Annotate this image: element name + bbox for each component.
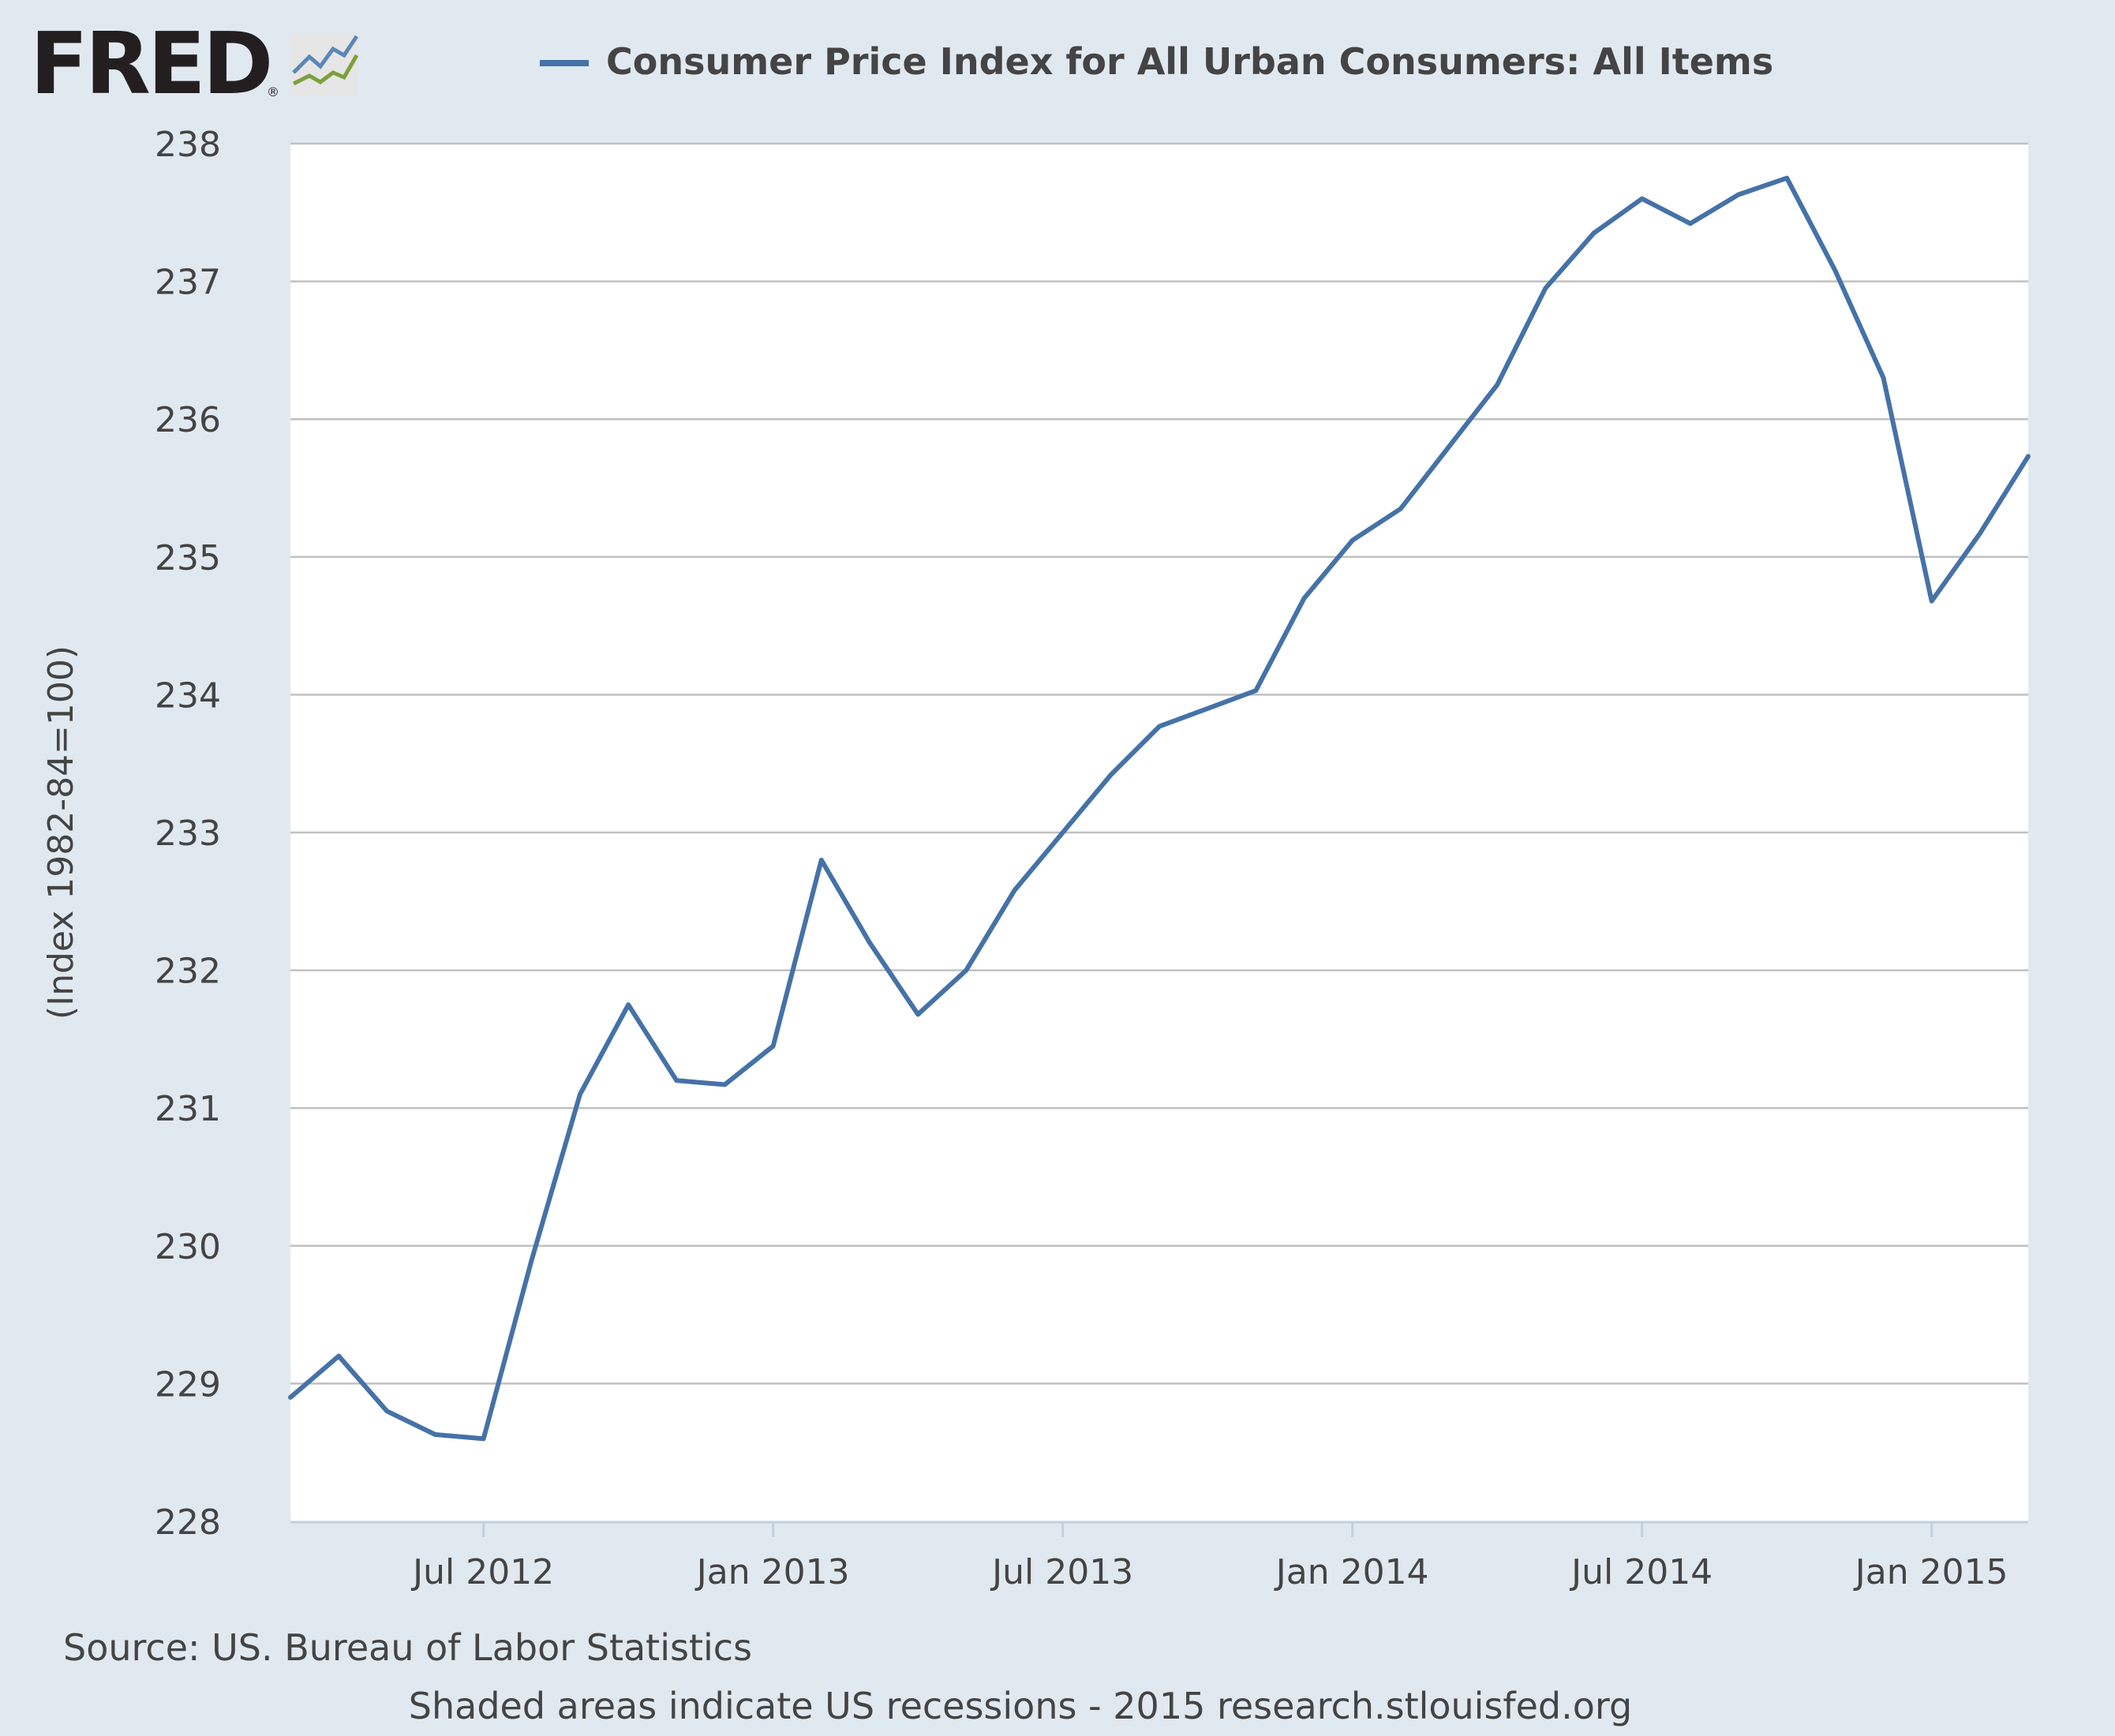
grid-lines bbox=[290, 142, 2028, 1385]
y-tick-label: 230 bbox=[155, 1227, 221, 1267]
legend[interactable]: Consumer Price Index for All Urban Consu… bbox=[540, 40, 1773, 83]
y-tick-label: 234 bbox=[155, 675, 221, 716]
fred-registered-mark: ® bbox=[267, 84, 279, 99]
recession-note: Shaded areas indicate US recessions - 20… bbox=[409, 1685, 1632, 1727]
fred-logo-text: FRED bbox=[30, 15, 270, 114]
y-tick-label: 238 bbox=[155, 125, 221, 165]
fred-logo[interactable]: FRED ® bbox=[30, 15, 359, 114]
legend-label: Consumer Price Index for All Urban Consu… bbox=[606, 40, 1773, 83]
y-tick-label: 233 bbox=[155, 814, 221, 854]
y-tick-label: 236 bbox=[155, 400, 221, 440]
source-text: Source: US. Bureau of Labor Statistics bbox=[63, 1626, 752, 1669]
x-tick-label: Jan 2014 bbox=[1274, 1552, 1429, 1592]
y-axis-tick-labels: 228 229 230 231 232 233 234 235 236 237 238 bbox=[155, 125, 221, 1543]
y-tick-label: 235 bbox=[155, 538, 221, 578]
cpi-series-line[interactable] bbox=[288, 175, 2031, 1442]
x-tick-label: Jan 2013 bbox=[694, 1552, 850, 1592]
y-tick-label: 228 bbox=[155, 1502, 221, 1543]
fred-line-chart-logo-icon bbox=[290, 33, 359, 96]
x-tick-label: Jul 2012 bbox=[410, 1552, 554, 1592]
x-tick-label: Jul 2014 bbox=[1569, 1552, 1713, 1592]
y-tick-label: 232 bbox=[155, 952, 221, 992]
x-axis-tick-labels: Jul 2012 Jan 2013 Jul 2013 Jan 2014 Jul 2014… bbox=[410, 1552, 2008, 1592]
x-tick-label: Jul 2013 bbox=[990, 1552, 1133, 1592]
y-tick-label: 237 bbox=[155, 263, 221, 303]
y-tick-label: 231 bbox=[155, 1089, 221, 1129]
x-axis-ticks bbox=[482, 1521, 1933, 1537]
y-axis-label: (Index 1982-84=100) bbox=[41, 645, 81, 1020]
x-tick-label: Jan 2015 bbox=[1853, 1552, 2008, 1592]
y-tick-label: 229 bbox=[155, 1364, 221, 1405]
